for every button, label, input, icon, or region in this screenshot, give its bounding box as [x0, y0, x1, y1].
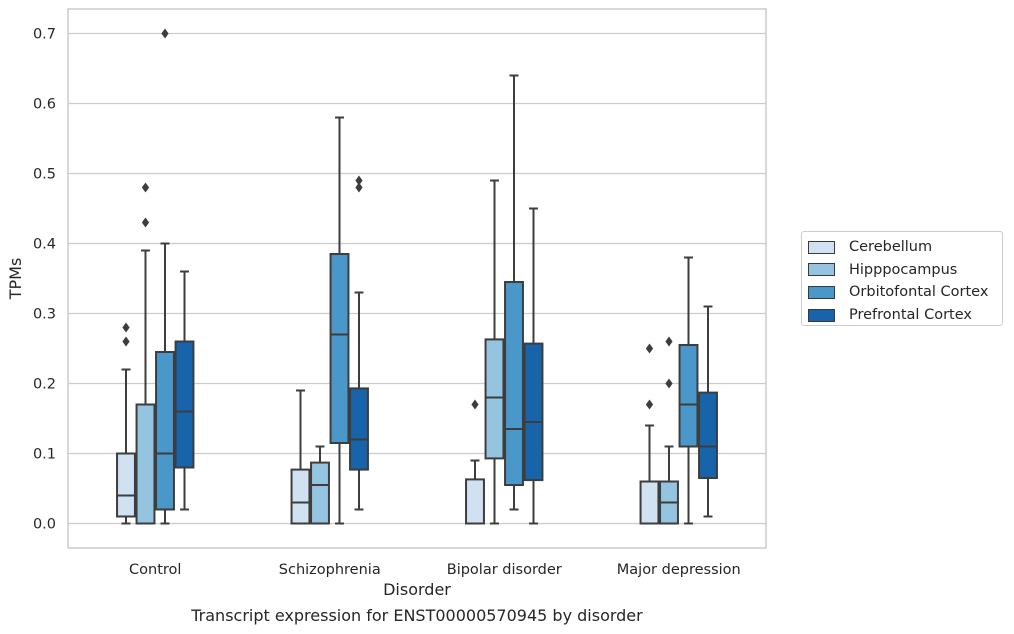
outlier-point [471, 399, 479, 410]
figure-caption: Transcript expression for ENST0000057094… [191, 606, 643, 625]
legend-swatch [808, 308, 835, 322]
x-tick-label: Major depression [617, 562, 741, 578]
y-tick-label: 0.7 [33, 27, 56, 43]
y-axis-label: TPMs [6, 258, 25, 301]
legend-label: Cerebellum [849, 239, 933, 256]
y-tick-label: 0.2 [33, 377, 56, 393]
y-tick-label: 0.1 [33, 447, 56, 463]
box [698, 391, 718, 480]
outlier-point [141, 217, 150, 228]
outlier-point [122, 336, 130, 347]
x-tick-label: Schizophrenia [279, 562, 381, 578]
plot-frame [67, 8, 767, 549]
y-tick-label: 0.6 [33, 97, 56, 113]
box [116, 452, 136, 518]
legend-swatch [808, 263, 835, 277]
legend-label: Prefrontal Cortex [849, 307, 972, 324]
box [465, 478, 485, 525]
x-tick-label: Bipolar disorder [447, 562, 562, 578]
x-axis-label: Disorder [383, 580, 451, 599]
legend-label: Hipppocampus [849, 261, 958, 278]
box [290, 468, 311, 525]
outlier-point [355, 175, 363, 186]
box [174, 340, 195, 469]
legend-swatch [808, 285, 835, 299]
y-tick-label: 0.3 [33, 307, 56, 323]
outlier-point [141, 182, 150, 193]
y-tick-label: 0.0 [33, 517, 56, 533]
outlier-point [355, 182, 363, 193]
outlier-point [665, 378, 673, 389]
box [155, 351, 175, 511]
outlier-point [645, 343, 654, 354]
box [135, 403, 156, 525]
box [504, 281, 524, 486]
box [678, 344, 699, 448]
legend-item: Cerebellum [802, 236, 1002, 259]
y-tick-label: 0.5 [33, 167, 56, 183]
legend-label: Orbitofontal Cortex [849, 284, 989, 301]
legend-item: Orbitofontal Cortex [802, 281, 1002, 304]
outlier-point [122, 322, 130, 333]
legend: Cerebellum Hipppocampus Orbitofontal Corte… [801, 231, 1003, 326]
outlier-point [665, 336, 673, 347]
box [310, 461, 330, 525]
box [523, 342, 544, 482]
box [639, 480, 660, 525]
box [484, 338, 505, 460]
outlier-point [161, 28, 169, 39]
outlier-point [645, 399, 654, 410]
legend-item: Hipppocampus [802, 259, 1002, 282]
y-tick-label: 0.4 [33, 237, 56, 253]
x-tick-label: Control [129, 562, 181, 578]
box [329, 253, 350, 444]
legend-item: Prefrontal Cortex [802, 304, 1002, 327]
box [349, 387, 369, 471]
legend-swatch [808, 240, 835, 254]
